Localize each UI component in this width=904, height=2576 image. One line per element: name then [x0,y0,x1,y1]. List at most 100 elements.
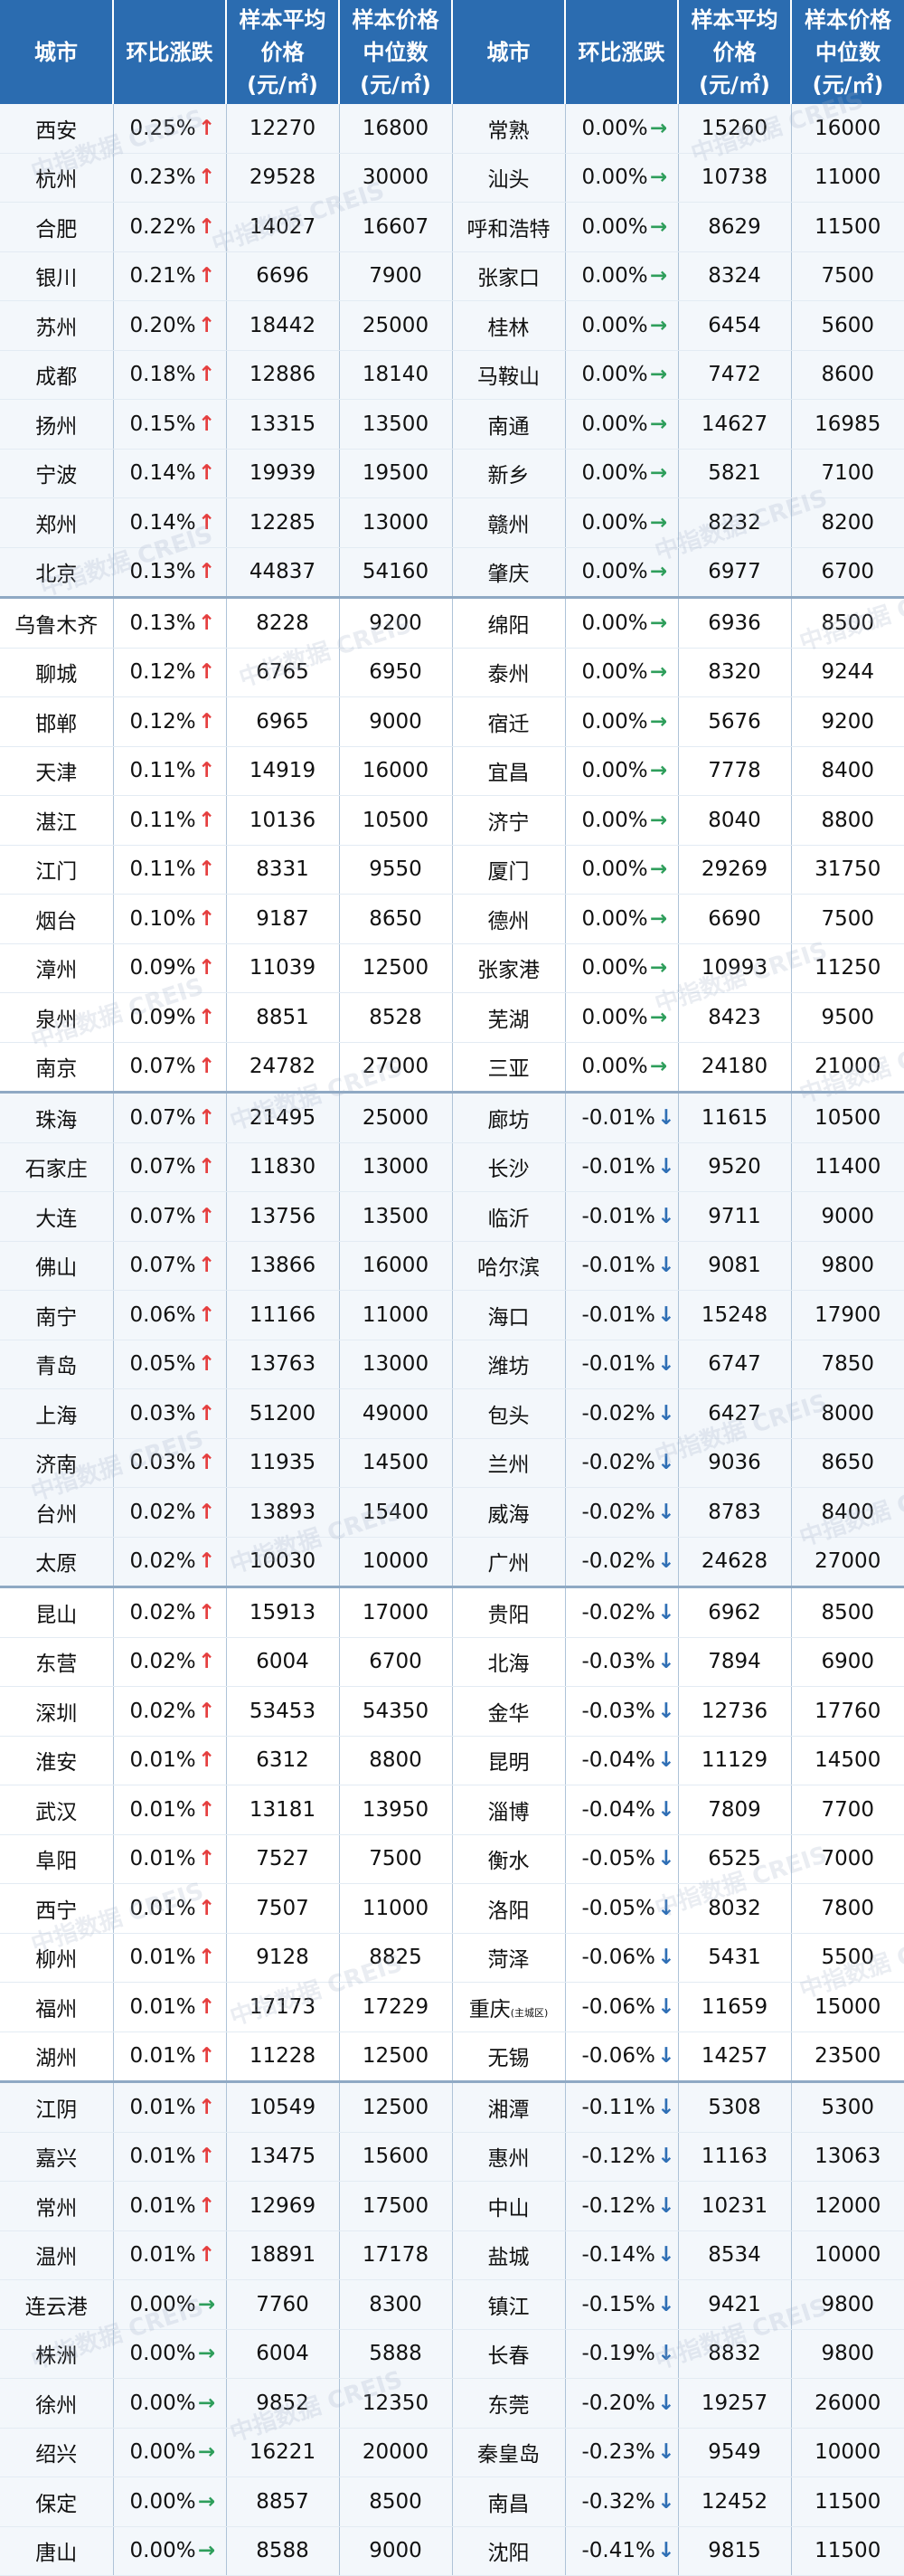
avg-price: 19939 [226,449,340,498]
change-cell: 0.00% → [565,845,679,895]
change-cell: -0.02% ↓ [565,1487,679,1538]
city-label: 连云港 [24,2295,88,2319]
change-value: -0.23% [581,2440,655,2465]
median-price: 8500 [339,2477,453,2527]
arrow-down-icon: ↓ [657,1352,675,1377]
city-label: 临沂 [487,1207,530,1231]
avg-price: 10030 [226,1537,340,1588]
change-value: -0.02% [581,1500,655,1524]
median-price: 8400 [791,1487,904,1538]
arrow-up-icon: ↑ [197,214,216,239]
arrow-down-icon: ↓ [657,1699,675,1723]
change-cell: 0.25% ↑ [113,104,227,154]
arrow-up-icon: ↑ [197,1847,216,1871]
median-price: 13500 [339,1191,453,1242]
change-cell: -0.02% ↓ [565,1438,679,1488]
city-name: 衡水 [452,1834,566,1884]
avg-price: 8032 [678,1883,792,1934]
change-value: -0.05% [581,1847,655,1871]
table-row: 昆山 0.02% ↑ 15913 17000 贵阳 -0.02% ↓ 6962 8500 [0,1586,904,1638]
median-price: 25000 [339,1092,453,1143]
change-cell: 0.02% ↑ [113,1686,227,1737]
median-price: 18140 [339,350,453,400]
avg-price: 24782 [226,1042,340,1094]
avg-price: 9187 [226,894,340,944]
avg-price: 10993 [678,943,792,993]
change-cell: 0.03% ↑ [113,1438,227,1488]
median-price: 8200 [791,497,904,548]
median-price: 10000 [339,1537,453,1588]
median-price: 7500 [339,1834,453,1884]
avg-price: 9711 [678,1191,792,1242]
arrow-up-icon: ↑ [197,1896,216,1920]
city-name: 济南 [0,1438,114,1488]
median-price: 7000 [791,1834,904,1884]
avg-price: 53453 [226,1686,340,1737]
city-label: 洛阳 [487,1899,530,1923]
arrow-up-icon: ↑ [197,313,216,337]
median-price: 17760 [791,1686,904,1737]
change-value: -0.04% [581,1748,655,1773]
city-name: 阜阳 [0,1834,114,1884]
change-cell: 0.01% ↑ [113,1883,227,1934]
avg-price: 6454 [678,300,792,351]
city-label: 邯郸 [35,712,78,736]
change-value: 0.06% [129,1302,196,1327]
median-price: 16000 [791,104,904,154]
change-cell: -0.03% ↓ [565,1686,679,1737]
change-value: -0.41% [581,2539,655,2563]
city-name: 宿迁 [452,696,566,747]
arrow-flat-icon: → [649,956,668,980]
change-value: 0.02% [129,1699,196,1723]
arrow-flat-icon: → [649,166,668,190]
avg-price: 12969 [226,2181,340,2231]
arrow-down-icon: ↓ [657,1254,675,1278]
change-cell: 0.09% ↑ [113,992,227,1043]
median-price: 15000 [791,1982,904,2032]
avg-price: 6962 [678,1586,792,1638]
arrow-down-icon: ↓ [657,1650,675,1674]
table-row: 北京 0.13% ↑ 44837 54160 肇庆 0.00% → 6977 6700 [0,547,904,599]
change-value: 0.00% [129,2292,196,2316]
avg-price: 11615 [678,1092,792,1143]
arrow-up-icon: ↑ [197,1155,216,1179]
city-name: 贵阳 [452,1586,566,1638]
change-value: 0.02% [129,1500,196,1524]
change-cell: 0.20% ↑ [113,300,227,351]
city-name: 常熟 [452,104,566,154]
avg-price: 7507 [226,1883,340,1934]
avg-price: 8851 [226,992,340,1043]
median-price: 11500 [791,202,904,252]
city-label: 乌鲁木齐 [14,613,99,638]
median-price: 9500 [791,992,904,1043]
city-label: 包头 [487,1404,530,1428]
arrow-flat-icon: → [649,461,668,486]
change-value: 0.00% [581,166,648,190]
city-label: 芜湖 [487,1008,530,1032]
city-label: 绵阳 [487,613,530,638]
avg-price: 7778 [678,746,792,796]
arrow-up-icon: ↑ [197,611,216,635]
arrow-down-icon: ↓ [657,1896,675,1920]
median-price: 16000 [339,746,453,796]
change-cell: 0.00% → [113,2428,227,2477]
arrow-flat-icon: → [197,2489,216,2514]
avg-price: 9520 [678,1142,792,1192]
city-label: 烟台 [35,909,78,933]
avg-price: 11039 [226,943,340,993]
city-label: 哈尔滨 [477,1256,540,1281]
change-cell: 0.21% ↑ [113,251,227,301]
change-value: 0.01% [129,1748,196,1773]
avg-price: 13475 [226,2132,340,2182]
table-row: 阜阳 0.01% ↑ 7527 7500 衡水 -0.05% ↓ 6525 7000 [0,1834,904,1884]
median-price: 14500 [339,1438,453,1488]
avg-price: 11129 [678,1736,792,1785]
avg-price: 16221 [226,2428,340,2477]
change-value: -0.06% [581,1994,655,2019]
city-label: 保定 [35,2492,78,2516]
change-value: 0.12% [129,709,196,734]
arrow-up-icon: ↑ [197,1401,216,1425]
avg-price: 21495 [226,1092,340,1143]
city-label: 重庆 [468,1997,511,2022]
change-cell: -0.06% ↓ [565,1982,679,2032]
